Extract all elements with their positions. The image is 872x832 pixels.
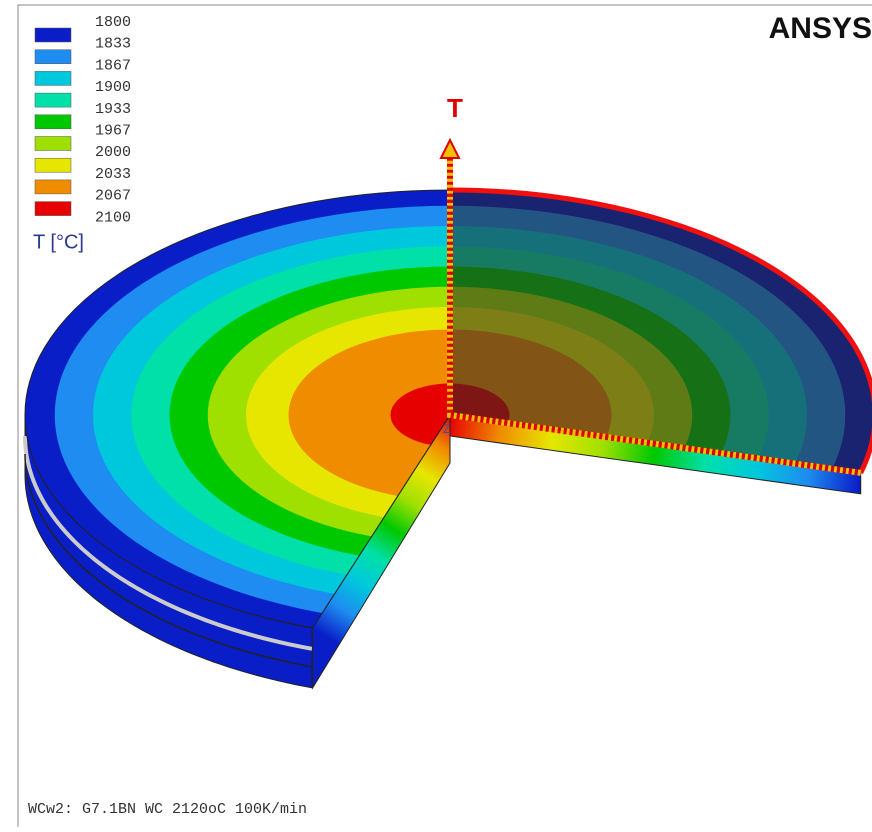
legend-swatch [35,93,71,107]
legend-swatch [35,202,71,216]
path-label: T [447,93,463,123]
legend-label: 1900 [95,79,131,96]
legend-swatch [35,71,71,85]
legend-label: 1933 [95,101,131,118]
legend-label: 1833 [95,36,131,53]
caption: WCw2: G7.1BN WC 2120oC 100K/min [28,801,307,818]
legend-label: 2000 [95,144,131,161]
legend-swatch [35,158,71,172]
page: 1800 1833 1867 1900 1933 1967 2000 2033 2067 2100… [0,0,872,832]
legend-swatch [35,115,71,129]
legend-label: 1800 [95,14,131,31]
legend-swatch [35,50,71,64]
logo: ANSYS [769,12,872,45]
legend-label: 2100 [95,209,131,226]
legend-label: 2033 [95,166,131,183]
screen: 1800 1833 1867 1900 1933 1967 2000 2033 2067 2100… [0,0,872,827]
legend-label: 1967 [95,122,131,139]
triad-label: Z [443,422,450,436]
legend-swatch [35,137,71,151]
legend-label: 1867 [95,57,131,74]
legend-label: 2067 [95,188,131,205]
legend-unit: T [°C] [33,231,84,253]
legend-swatch [35,28,71,42]
legend-swatch [35,180,71,194]
